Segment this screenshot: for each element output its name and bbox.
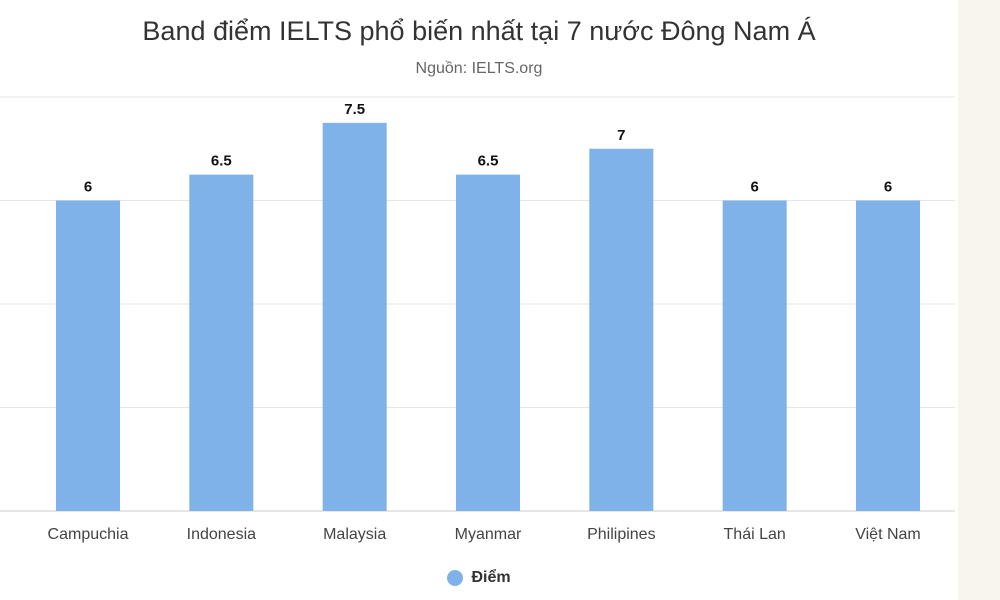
x-tick-label: Campuchia <box>48 526 129 543</box>
bar <box>322 122 387 511</box>
x-tick-label: Malaysia <box>323 526 386 543</box>
data-label: 6 <box>84 179 92 196</box>
legend-label: Điểm <box>471 569 511 586</box>
data-label: 6 <box>750 179 758 196</box>
bar <box>56 200 120 511</box>
x-tick-label: Việt Nam <box>855 526 921 543</box>
bar <box>189 174 254 511</box>
bar <box>456 174 520 511</box>
x-tick-label: Myanmar <box>455 526 522 543</box>
bar-chart-plot: 6 Campuchia 6.5 Indonesia 7.5 Malaysia 6.5 Myan… <box>0 96 955 543</box>
bar <box>722 200 787 511</box>
data-label: 7 <box>617 127 625 144</box>
legend-swatch-dot <box>447 570 464 586</box>
x-tick-label: Thái Lan <box>724 526 786 543</box>
data-label: 7.5 <box>344 101 365 118</box>
data-label: 6.5 <box>478 153 499 170</box>
bar <box>856 200 920 511</box>
x-tick-label: Philipines <box>587 526 655 543</box>
chart-panel: Band điểm IELTS phổ biến nhất tại 7 nước… <box>0 0 958 600</box>
chart-subtitle: Nguồn: IELTS.org <box>415 60 543 77</box>
bar <box>589 148 654 511</box>
chart-legend[interactable]: Điểm <box>0 569 958 587</box>
data-label: 6.5 <box>211 153 232 170</box>
data-label: 6 <box>884 179 892 196</box>
x-tick-label: Indonesia <box>187 526 256 543</box>
chart-title: Band điểm IELTS phổ biến nhất tại 7 nước… <box>142 16 816 46</box>
